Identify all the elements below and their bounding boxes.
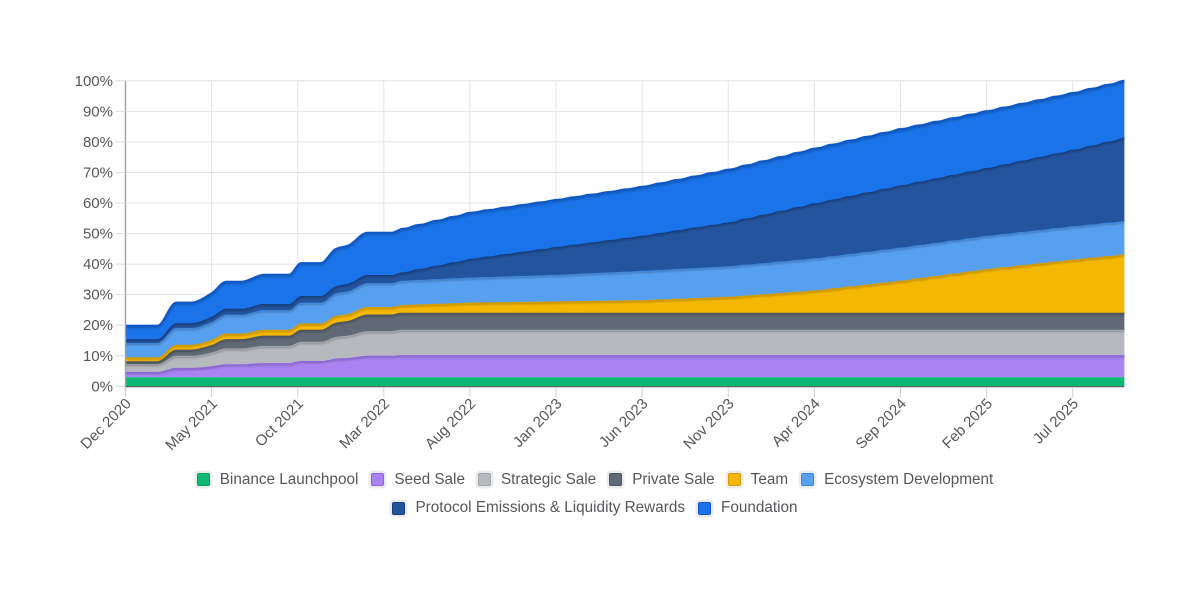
svg-text:0%: 0% bbox=[91, 378, 113, 395]
svg-text:Sep 2024: Sep 2024 bbox=[852, 395, 909, 452]
svg-text:Nov 2023: Nov 2023 bbox=[680, 395, 737, 452]
svg-text:40%: 40% bbox=[83, 256, 113, 273]
svg-text:70%: 70% bbox=[83, 165, 113, 182]
svg-text:Apr 2024: Apr 2024 bbox=[769, 395, 824, 450]
svg-text:Oct 2021: Oct 2021 bbox=[252, 395, 307, 450]
svg-text:50%: 50% bbox=[83, 226, 113, 243]
svg-text:Jun 2023: Jun 2023 bbox=[596, 395, 652, 451]
svg-text:30%: 30% bbox=[83, 287, 113, 304]
svg-text:60%: 60% bbox=[83, 195, 113, 212]
svg-text:Jan 2023: Jan 2023 bbox=[510, 395, 566, 451]
svg-text:80%: 80% bbox=[83, 134, 113, 151]
svg-text:10%: 10% bbox=[83, 348, 113, 365]
svg-text:100%: 100% bbox=[75, 73, 113, 90]
svg-text:Aug 2022: Aug 2022 bbox=[422, 395, 479, 452]
svg-text:May 2021: May 2021 bbox=[162, 395, 221, 454]
svg-text:Jul 2025: Jul 2025 bbox=[1030, 395, 1082, 447]
svg-text:Mar 2022: Mar 2022 bbox=[336, 395, 393, 452]
svg-text:Feb 2025: Feb 2025 bbox=[939, 395, 996, 452]
svg-text:90%: 90% bbox=[83, 103, 113, 120]
svg-text:Dec 2020: Dec 2020 bbox=[77, 395, 134, 452]
svg-text:20%: 20% bbox=[83, 317, 113, 334]
